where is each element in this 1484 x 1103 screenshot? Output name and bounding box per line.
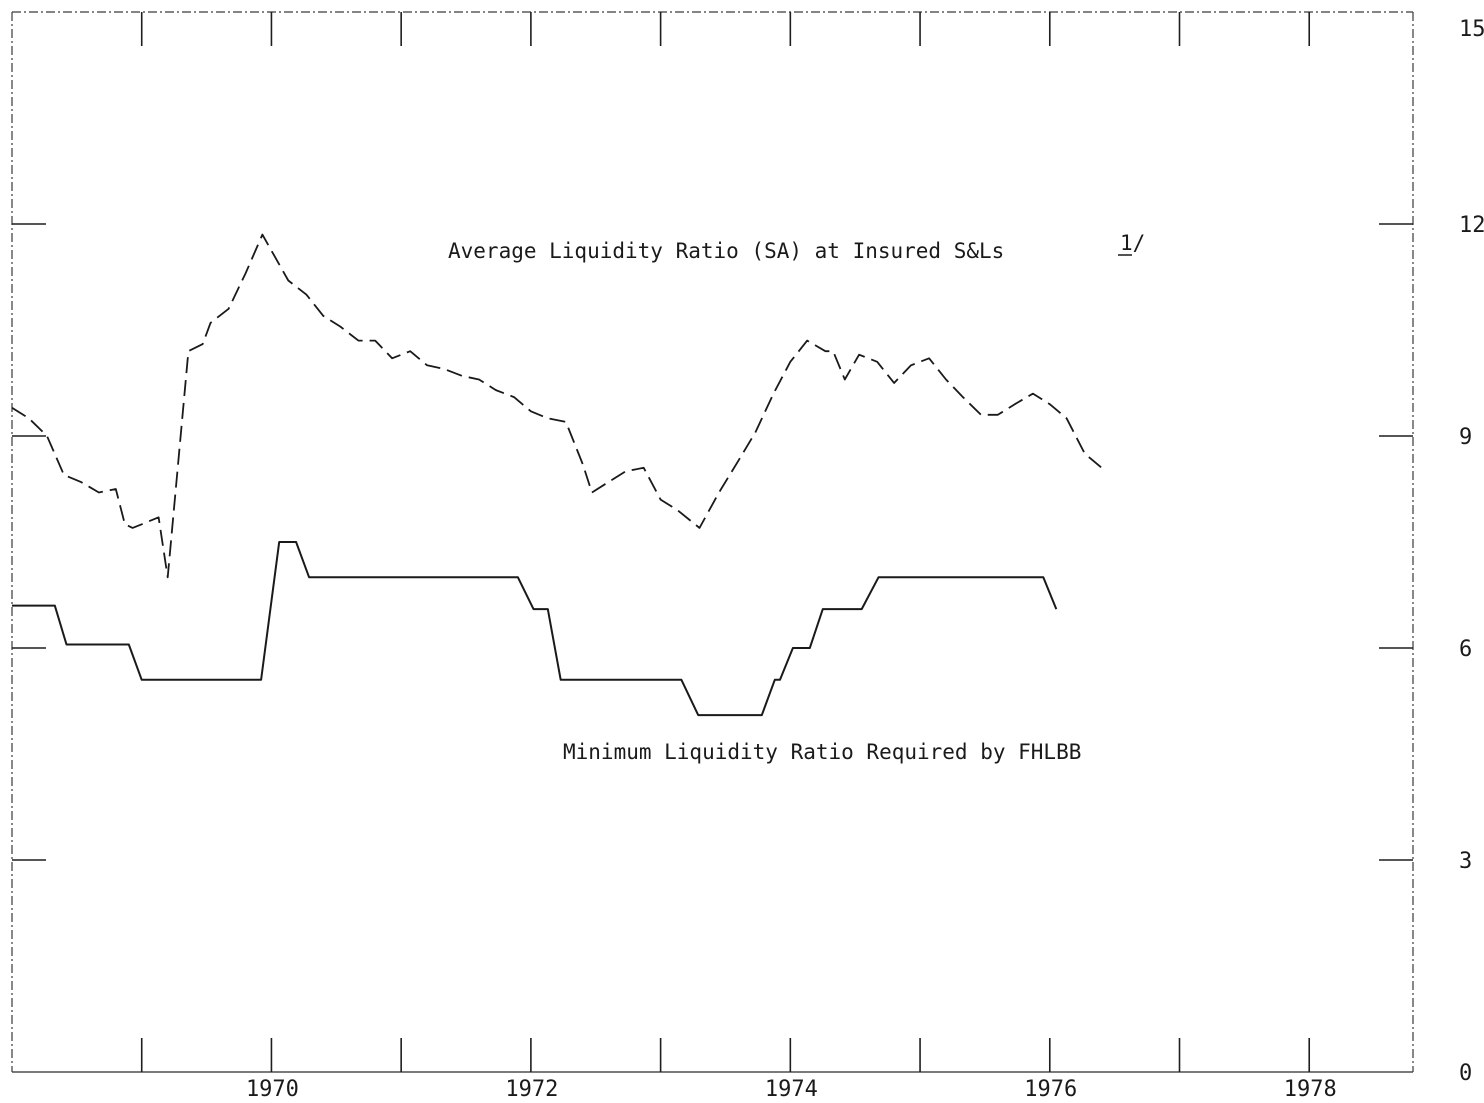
x-tick-label: 1976 [1024, 1077, 1077, 1102]
y-tick-label: 15 [1459, 17, 1484, 42]
x-tick-label: 1974 [765, 1077, 818, 1102]
y-tick-label: 9 [1459, 425, 1472, 450]
x-tick-label: 1978 [1284, 1077, 1337, 1102]
min-liquidity-label: Minimum Liquidity Ratio Required by FHLB… [563, 740, 1081, 764]
footnote-marker: 1/ [1120, 231, 1145, 255]
y-tick-label: 6 [1459, 637, 1472, 662]
x-axis-ticks: 1970 1972 1974 1976 1978 [140, 12, 1337, 1102]
x-tick-label: 1972 [505, 1077, 558, 1102]
average-liquidity-line [11, 233, 1103, 579]
series-lines [11, 233, 1103, 717]
avg-liquidity-label: Average Liquidity Ratio (SA) at Insured … [448, 239, 1004, 263]
y-axis-ticks: 0 3 6 9 12 15 [12, 17, 1484, 1086]
x-tick-label: 1970 [246, 1077, 299, 1102]
y-tick-label: 3 [1459, 849, 1472, 874]
y-tick-label: 0 [1459, 1061, 1472, 1086]
y-tick-label: 12 [1459, 213, 1484, 238]
plot-frame [11, 11, 1414, 1073]
minimum-liquidity-line [12, 541, 1058, 717]
